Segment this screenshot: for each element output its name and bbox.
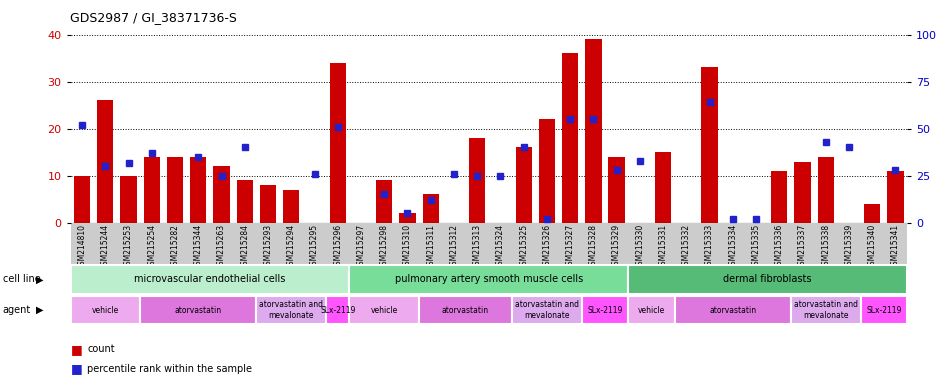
Bar [144, 157, 160, 223]
Text: vehicle: vehicle [638, 306, 666, 314]
Bar [97, 101, 114, 223]
Text: vehicle: vehicle [92, 306, 119, 314]
Text: pulmonary artery smooth muscle cells: pulmonary artery smooth muscle cells [395, 274, 583, 285]
Text: count: count [87, 344, 115, 354]
Text: SLx-2119: SLx-2119 [320, 306, 355, 314]
Text: atorvastatin: atorvastatin [175, 306, 222, 314]
Bar [771, 171, 788, 223]
Text: SLx-2119: SLx-2119 [588, 306, 622, 314]
Text: atorvastatin and
mevalonate: atorvastatin and mevalonate [793, 300, 858, 320]
Bar [562, 53, 578, 223]
Bar [120, 176, 136, 223]
Text: ■: ■ [70, 343, 83, 356]
Bar [283, 190, 300, 223]
Bar [330, 63, 346, 223]
Bar [608, 157, 625, 223]
Text: vehicle: vehicle [370, 306, 398, 314]
Text: cell line: cell line [3, 274, 40, 285]
Bar [167, 157, 183, 223]
Text: ■: ■ [70, 362, 83, 375]
Text: atorvastatin: atorvastatin [710, 306, 757, 314]
Text: dermal fibroblasts: dermal fibroblasts [724, 274, 812, 285]
Bar [74, 176, 90, 223]
Bar [794, 162, 810, 223]
Bar [887, 171, 903, 223]
Text: ▶: ▶ [36, 305, 43, 315]
Bar [818, 157, 834, 223]
Bar [701, 68, 718, 223]
Bar [586, 39, 602, 223]
Text: atorvastatin and
mevalonate: atorvastatin and mevalonate [515, 300, 579, 320]
Text: GDS2987 / GI_38371736-S: GDS2987 / GI_38371736-S [70, 12, 238, 25]
Bar [515, 147, 532, 223]
Bar [237, 180, 253, 223]
Text: percentile rank within the sample: percentile rank within the sample [87, 364, 253, 374]
Text: atorvastatin and
mevalonate: atorvastatin and mevalonate [259, 300, 323, 320]
Bar [655, 152, 671, 223]
Bar [400, 214, 415, 223]
Bar [259, 185, 276, 223]
Bar [423, 195, 439, 223]
Bar [376, 180, 392, 223]
Text: atorvastatin: atorvastatin [442, 306, 489, 314]
Bar [190, 157, 207, 223]
Text: microvascular endothelial cells: microvascular endothelial cells [134, 274, 286, 285]
Bar [864, 204, 881, 223]
Text: SLx-2119: SLx-2119 [866, 306, 901, 314]
Bar [213, 166, 229, 223]
Bar [539, 119, 555, 223]
Bar [469, 138, 485, 223]
Text: agent: agent [3, 305, 31, 315]
Text: ▶: ▶ [36, 274, 43, 285]
